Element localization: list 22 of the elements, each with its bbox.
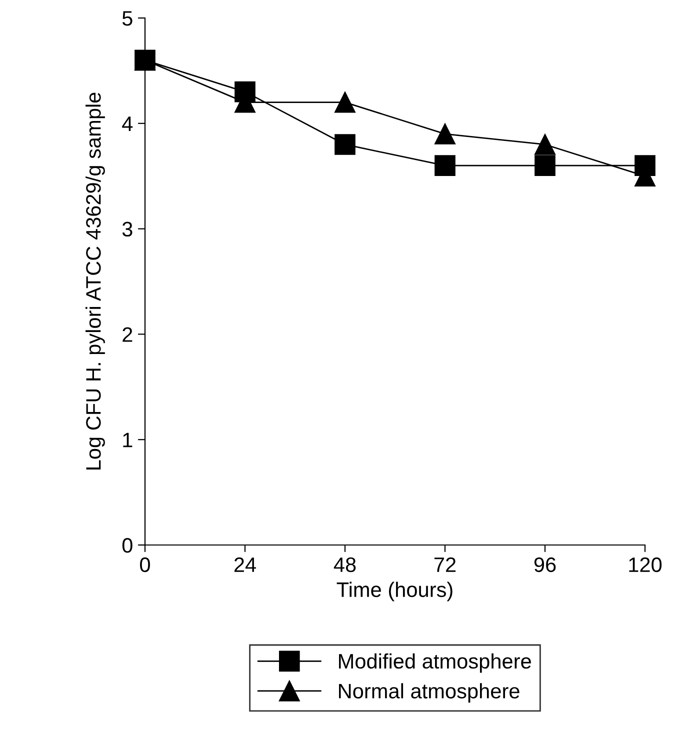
x-tick-label: 120 — [629, 557, 662, 572]
point — [434, 155, 456, 176]
x-axis-title: Time (hours) — [336, 582, 452, 602]
y-tick-label: 5 — [122, 11, 132, 26]
x-tick-label: 24 — [234, 557, 256, 572]
point — [434, 124, 456, 144]
point — [334, 92, 356, 113]
y-tick-label: 1 — [123, 432, 132, 448]
x-tick-label: 0 — [140, 557, 150, 572]
point — [534, 134, 556, 155]
x-tick-label: 72 — [434, 557, 456, 572]
y-axis-title: Log CFU H. pylori ATCC 43629/g sample — [86, 92, 105, 470]
legend-label: Modified atmosphere — [339, 653, 531, 673]
point — [334, 134, 356, 155]
y-tick-label: 4 — [122, 116, 133, 131]
x-tick-label: 48 — [334, 557, 356, 572]
y-tick-label: 3 — [122, 222, 132, 237]
y-tick-label: 2 — [122, 327, 132, 342]
x-tick-label: 96 — [534, 557, 556, 572]
y-tick-label: 0 — [122, 538, 132, 553]
legend-label: Normal atmosphere — [339, 683, 520, 703]
point — [534, 155, 556, 176]
